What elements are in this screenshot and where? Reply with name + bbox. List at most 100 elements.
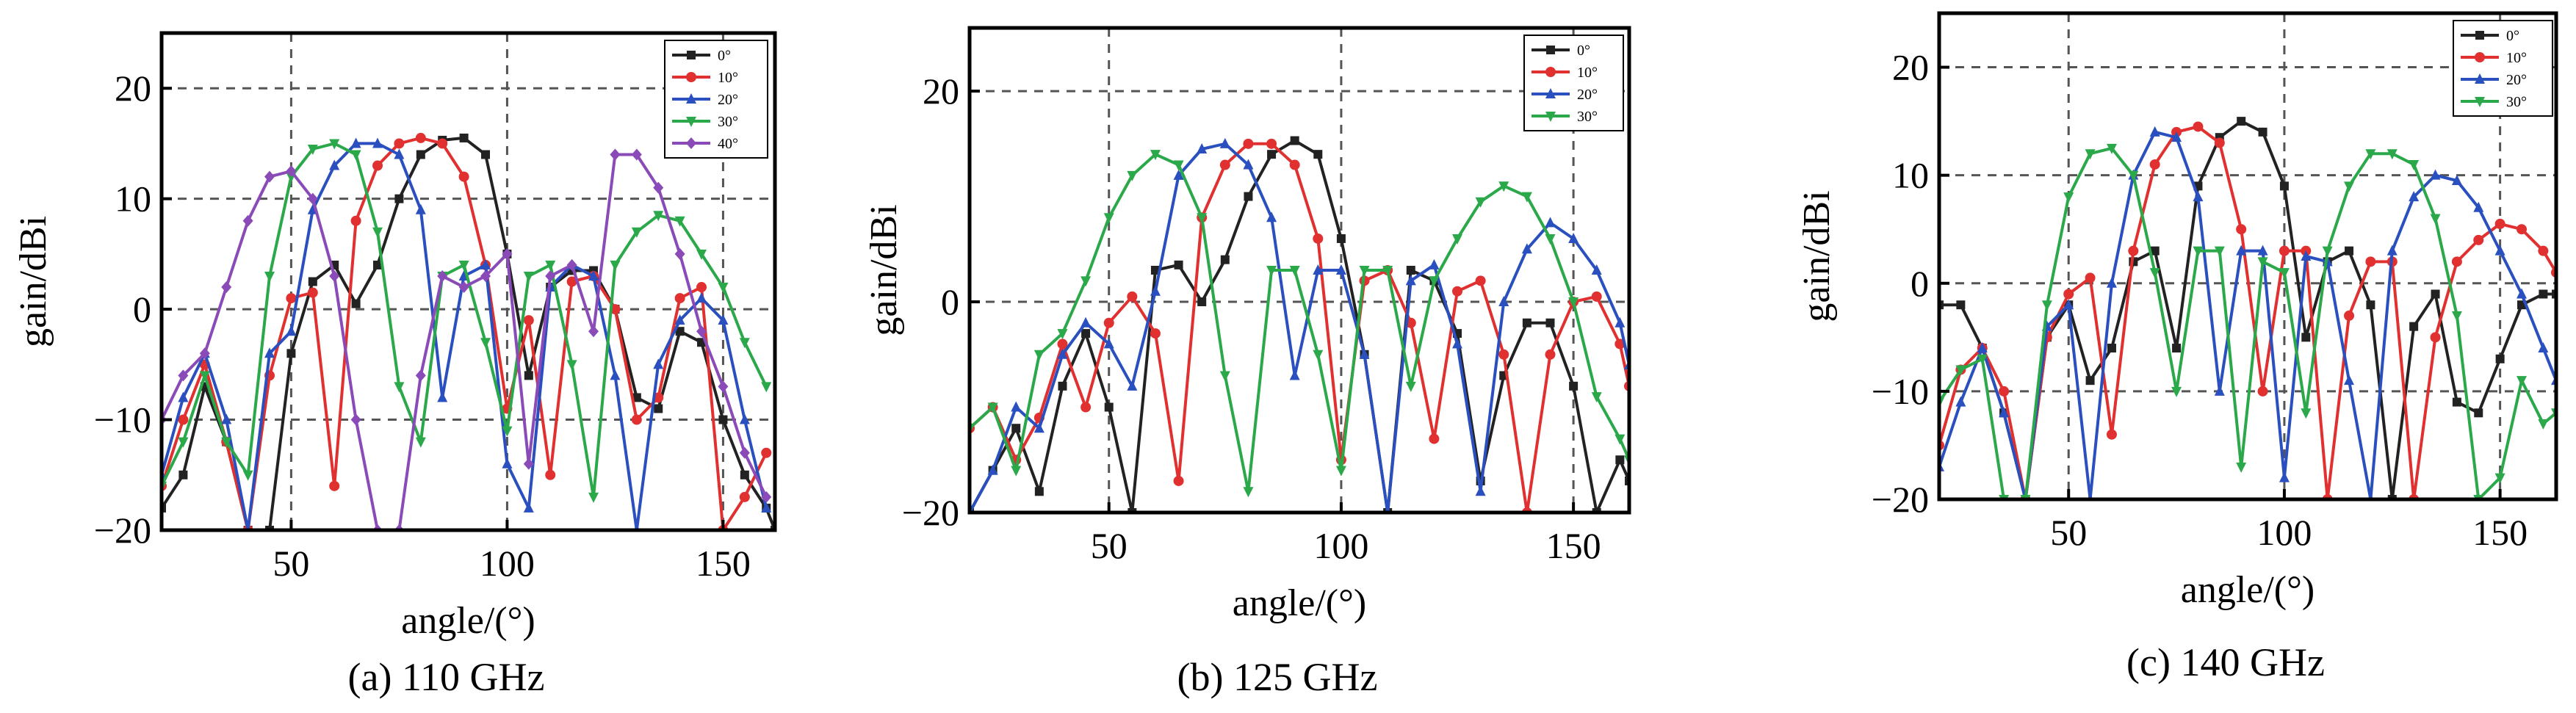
data-point	[588, 269, 599, 281]
data-point	[394, 138, 405, 149]
data-point	[1429, 276, 1440, 287]
data-point	[1150, 285, 1161, 296]
legend-swatch-marker	[686, 93, 696, 104]
data-point	[437, 138, 448, 149]
data-point	[2517, 288, 2528, 299]
legend-swatch-marker	[1545, 112, 1556, 122]
x-tick-label: 50	[2050, 512, 2087, 553]
legend-swatch-marker	[2475, 31, 2484, 40]
y-tick-label: 20	[1892, 47, 1929, 88]
data-point	[2085, 272, 2096, 283]
y-tick-label: 10	[1892, 155, 1929, 196]
data-point	[545, 260, 556, 271]
data-point	[2149, 159, 2160, 170]
data-point	[1545, 234, 1556, 245]
data-point	[2494, 473, 2505, 484]
data-point	[329, 269, 340, 282]
legend-swatch-marker	[2475, 73, 2485, 84]
data-point	[351, 299, 361, 308]
data-point	[1033, 350, 1045, 361]
data-point	[2430, 169, 2441, 180]
data-point	[2387, 495, 2397, 499]
data-point	[2495, 354, 2505, 363]
data-point	[2474, 408, 2483, 418]
data-point	[373, 260, 383, 269]
data-point	[1591, 291, 1602, 302]
legend-label: 0°	[718, 48, 731, 64]
data-point	[2193, 121, 2204, 132]
data-point	[1289, 266, 1300, 276]
data-point	[761, 491, 772, 503]
data-point	[1498, 181, 1509, 192]
data-point	[481, 150, 491, 159]
data-point	[1521, 192, 1532, 203]
data-point	[264, 271, 275, 282]
data-point	[1081, 329, 1091, 339]
legend-label: 20°	[2506, 72, 2527, 88]
data-point	[2258, 127, 2267, 137]
data-point	[2473, 201, 2484, 212]
data-point	[458, 260, 469, 271]
data-point	[1290, 136, 1299, 145]
legend-swatch-marker	[1545, 67, 1556, 77]
data-point	[162, 503, 166, 513]
data-point	[415, 369, 426, 382]
data-point	[502, 457, 513, 468]
data-point	[242, 470, 253, 481]
data-point	[394, 382, 405, 393]
data-point	[523, 457, 534, 470]
data-point	[1219, 159, 1230, 170]
data-point	[178, 437, 189, 448]
legend-swatch-marker	[687, 51, 696, 59]
panel-caption: (a) 110 GHz	[348, 655, 545, 699]
data-point	[2301, 333, 2311, 342]
data-point	[1057, 329, 1068, 340]
series-line-1	[970, 142, 1629, 513]
data-point	[2451, 311, 2462, 322]
data-point	[566, 360, 577, 371]
data-point	[480, 338, 491, 349]
data-point	[2365, 256, 2376, 267]
x-tick-label: 100	[2256, 512, 2312, 553]
data-point	[1568, 297, 1579, 308]
data-point	[1266, 266, 1277, 276]
y-tick-label: 20	[115, 68, 151, 109]
data-point	[1475, 275, 1486, 286]
data-point	[2386, 149, 2398, 160]
data-point	[2237, 117, 2246, 126]
data-point	[674, 314, 685, 325]
data-point	[1243, 138, 1254, 149]
legend-swatch-marker	[686, 137, 696, 149]
data-point	[2257, 386, 2268, 397]
data-point	[2214, 385, 2225, 396]
data-point	[739, 446, 750, 459]
legend-label: 10°	[1577, 65, 1598, 81]
legend-swatch-marker	[1545, 88, 1556, 98]
data-point	[674, 293, 685, 304]
data-point	[2473, 234, 2484, 245]
data-point	[1499, 371, 1509, 380]
legend-swatch-marker	[1546, 46, 1555, 54]
data-point	[1545, 217, 1556, 228]
data-point	[2344, 310, 2355, 321]
data-point	[1475, 485, 1486, 496]
data-point	[1150, 150, 1161, 161]
data-point	[286, 325, 297, 336]
data-point	[1197, 297, 1207, 307]
data-point	[1452, 286, 1463, 297]
legend-swatch-marker	[686, 72, 696, 82]
data-point	[1033, 422, 1045, 433]
data-point	[1545, 318, 1555, 327]
data-point	[545, 269, 556, 282]
plot-frame	[159, 31, 777, 532]
data-point	[2539, 289, 2548, 299]
data-point	[674, 247, 685, 260]
data-point	[1615, 455, 1625, 465]
data-point	[2279, 471, 2290, 482]
data-point	[1955, 396, 1966, 407]
data-point	[1173, 169, 1184, 180]
data-point	[502, 247, 513, 260]
data-point	[2517, 224, 2528, 235]
data-point	[1999, 386, 2010, 397]
data-point	[2063, 192, 2074, 203]
